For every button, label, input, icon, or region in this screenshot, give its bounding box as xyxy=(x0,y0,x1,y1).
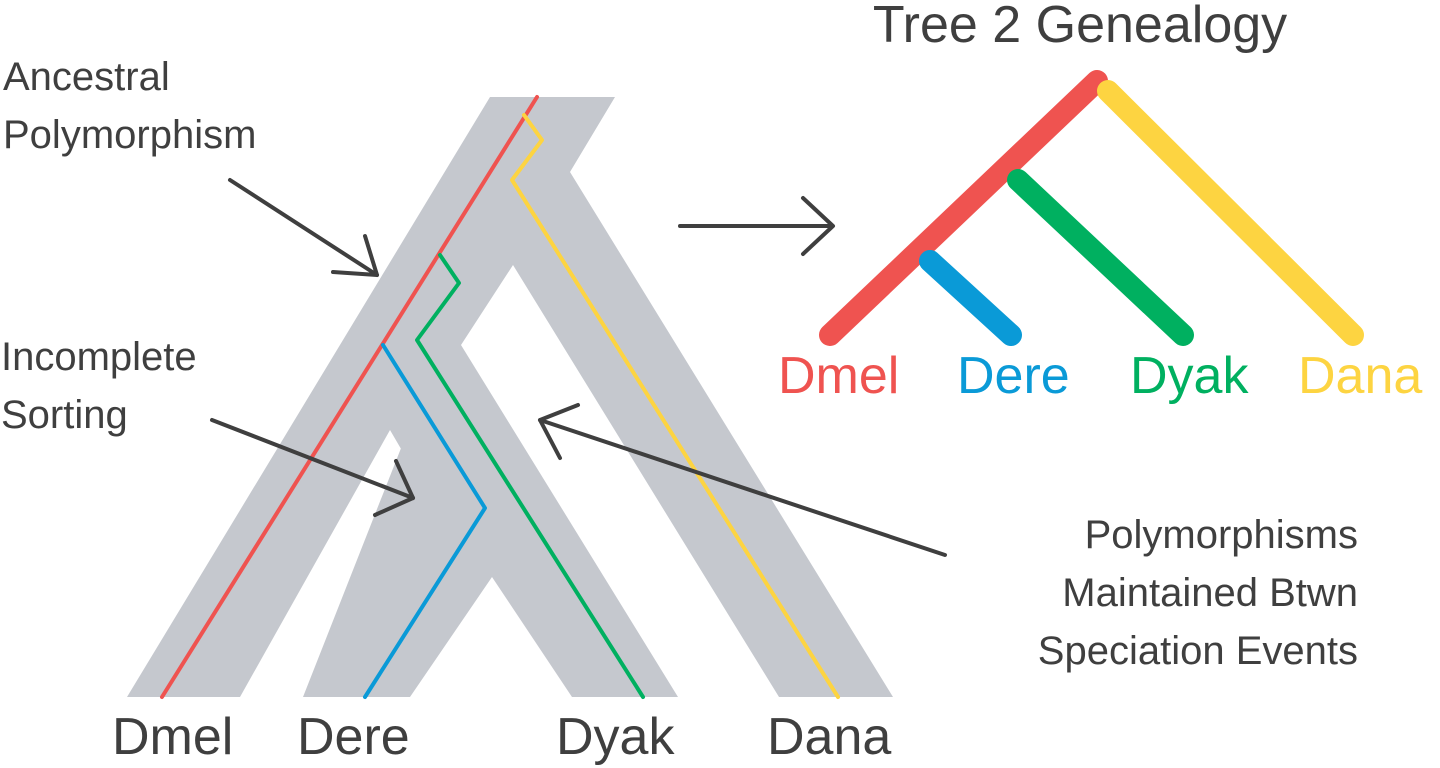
gene-tree xyxy=(819,70,1364,346)
arrows xyxy=(210,178,947,557)
incomplete-label-line1: Incomplete xyxy=(1,335,197,379)
gene-tip-label-dere: Dere xyxy=(957,347,1070,405)
species-tree-body xyxy=(127,97,893,697)
ancestral-label-line2: Polymorphism xyxy=(3,113,256,157)
lineage-dere xyxy=(363,343,487,699)
gene-branch-dere xyxy=(919,250,1022,346)
polymorphisms-maintained-label: Polymorphisms Maintained Btwn Speciation… xyxy=(1038,513,1358,673)
species-tip-label-dana: Dana xyxy=(767,708,891,766)
species-tree-tip-labels: Dmel Dere Dyak Dana xyxy=(112,708,891,766)
gene-tree-title: Tree 2 Genealogy xyxy=(873,0,1287,54)
maintained-label-line1: Polymorphisms xyxy=(1085,513,1358,557)
arrow-to-gene-tree xyxy=(678,196,835,256)
incomplete-sorting-label: Incomplete Sorting xyxy=(1,335,197,437)
ancestral-polymorphism-label: Ancestral Polymorphism xyxy=(3,55,256,157)
gene-branch-dana xyxy=(1097,80,1364,346)
lineage-dyak xyxy=(415,253,645,699)
species-tree xyxy=(127,97,893,697)
incomplete-label-line2: Sorting xyxy=(1,393,128,437)
species-tip-label-dyak: Dyak xyxy=(556,708,675,766)
gene-branch-dyak xyxy=(1007,169,1194,346)
species-tip-label-dmel: Dmel xyxy=(112,708,233,766)
gene-branch-dmel xyxy=(819,70,1108,346)
lineage-dmel xyxy=(160,95,539,699)
gene-tip-label-dmel: Dmel xyxy=(778,347,899,405)
gene-tip-label-dyak: Dyak xyxy=(1130,347,1249,405)
arrow-ancestral-polymorphism xyxy=(228,178,379,277)
gene-lineages xyxy=(160,95,840,699)
maintained-label-line3: Speciation Events xyxy=(1038,629,1358,673)
arrow-polymorphisms-maintained xyxy=(538,403,947,557)
gene-tip-label-dana: Dana xyxy=(1298,347,1422,405)
maintained-label-line2: Maintained Btwn xyxy=(1062,571,1358,615)
gene-tree-tip-labels: Dmel Dere Dyak Dana xyxy=(778,347,1422,405)
lineage-dana xyxy=(510,113,840,699)
ancestral-label-line1: Ancestral xyxy=(3,55,170,99)
species-tip-label-dere: Dere xyxy=(297,708,410,766)
arrow-incomplete-sorting xyxy=(210,418,415,517)
